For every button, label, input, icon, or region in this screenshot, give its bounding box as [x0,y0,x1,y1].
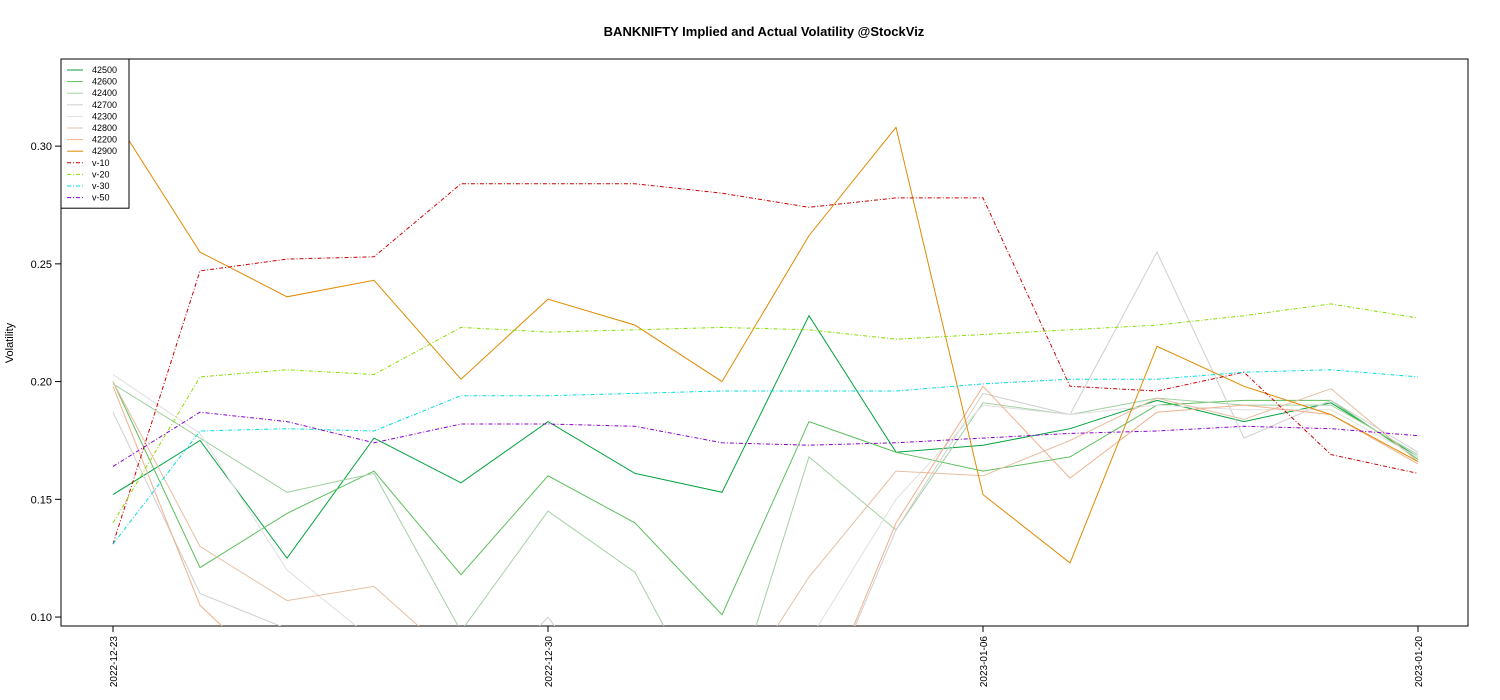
legend-label: 42500 [92,65,117,75]
series-line [112,115,1419,564]
y-tick-label: 0.30 [31,141,52,153]
series-line [112,381,1419,616]
x-tick-label: 2023-01-20 [1414,636,1425,688]
legend-label: 42600 [92,77,117,87]
x-tick-label: 2022-12-30 [544,636,555,688]
legend-label: 42800 [92,123,117,133]
legend-label: v-50 [92,193,110,203]
y-tick-label: 0.10 [31,612,52,624]
chart-title: BANKNIFTY Implied and Actual Volatility … [604,24,925,39]
legend-label: v-10 [92,158,110,168]
legend-label: 42300 [92,111,117,121]
series-line [112,374,1419,626]
x-tick-label: 2023-01-06 [979,636,990,688]
series-line [112,383,1419,626]
plot-area [112,115,1419,626]
series-line [112,183,1419,545]
series-line [112,411,1419,467]
legend-label: v-20 [92,169,110,179]
y-tick-label: 0.15 [31,494,52,506]
series-line [112,303,1419,524]
legend-box [60,58,130,209]
series-line [112,369,1419,545]
series-line [112,250,1419,626]
legend-label: 42400 [92,88,117,98]
series-line [112,314,1419,560]
legend-label: 42700 [92,100,117,110]
legend-label: v-30 [92,181,110,191]
y-tick-label: 0.20 [31,377,52,389]
legend-label: 42900 [92,146,117,156]
series-line [112,381,1419,626]
legend-label: 42200 [92,135,117,145]
y-tick-label: 0.25 [31,259,52,271]
x-tick-label: 2022-12-23 [109,636,120,688]
plot-frame [60,58,1469,627]
series-line [112,385,1419,626]
y-axis-label: Volatility [4,322,16,363]
